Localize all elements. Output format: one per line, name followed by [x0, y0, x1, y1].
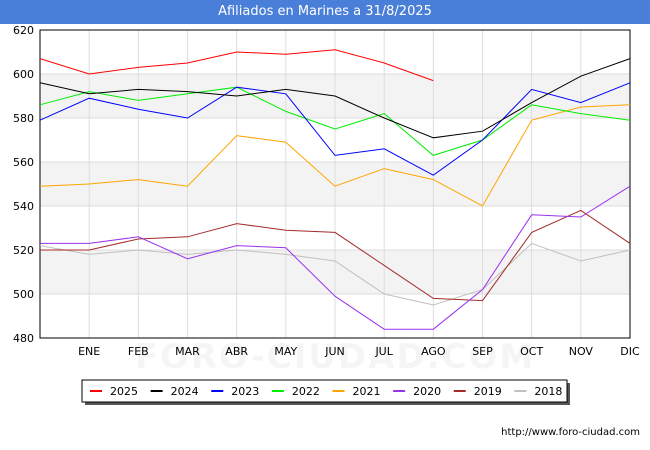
- watermark-text: FORO-CIUDAD.COM: [135, 337, 536, 377]
- x-tick-label: AGO: [421, 345, 446, 358]
- x-tick-label: MAR: [175, 345, 200, 358]
- series-line-2020: [40, 185, 631, 330]
- y-tick-label: 580: [13, 112, 34, 125]
- series-line-2022: [39, 86, 631, 156]
- y-tick-label: 620: [13, 24, 34, 37]
- legend-box: [81, 379, 568, 403]
- legend-label-2022: 2022: [292, 385, 320, 398]
- plot-border: [39, 29, 631, 339]
- x-tick-label: FEB: [128, 345, 149, 358]
- y-tick-label: 600: [13, 68, 34, 81]
- series-line-2021: [39, 104, 631, 207]
- x-tick-label: SEP: [472, 345, 493, 358]
- x-tick-label: DIC: [620, 345, 640, 358]
- x-tick-label: NOV: [569, 345, 594, 358]
- y-tick-label: 500: [13, 288, 34, 301]
- legend-label-2020: 2020: [413, 385, 441, 398]
- x-tick-label: MAY: [274, 345, 297, 358]
- y-tick-label: 540: [13, 200, 34, 213]
- x-tick-label: JUN: [324, 345, 345, 358]
- legend-label-2021: 2021: [353, 385, 381, 398]
- x-tick-label: ENE: [78, 345, 100, 358]
- source-url[interactable]: http://www.foro-ciudad.com: [501, 427, 640, 438]
- x-tick-label: OCT: [520, 345, 543, 358]
- legend-label-2025: 2025: [110, 385, 138, 398]
- legend-label-2018: 2018: [534, 385, 562, 398]
- legend-label-2019: 2019: [474, 385, 502, 398]
- legend-label-2024: 2024: [171, 385, 199, 398]
- legend-label-2023: 2023: [231, 385, 259, 398]
- series-line-2018: [39, 242, 631, 306]
- series-line-2019: [40, 209, 631, 302]
- x-tick-label: JUL: [374, 345, 393, 358]
- chart-title: Afiliados en Marines a 31/8/2025: [0, 0, 650, 24]
- series-line-2024: [39, 58, 631, 139]
- x-tick-label: ABR: [225, 345, 248, 358]
- series-line-2025: [39, 49, 434, 82]
- y-tick-label: 520: [13, 244, 34, 257]
- y-tick-label: 560: [13, 156, 34, 169]
- y-tick-label: 480: [13, 332, 34, 345]
- series-line-2023: [39, 82, 631, 176]
